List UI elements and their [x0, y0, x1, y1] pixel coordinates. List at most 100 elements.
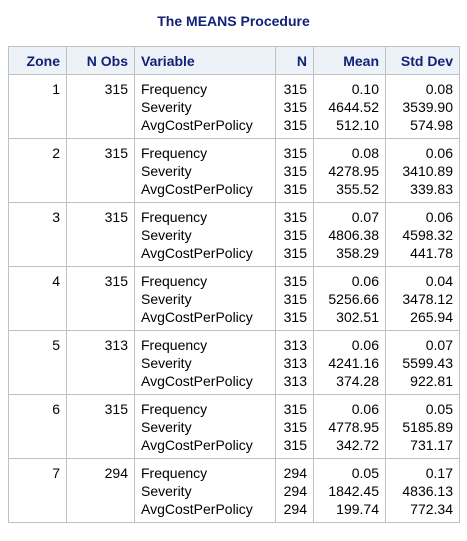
mean-cell-value: 0.08: [351, 145, 379, 161]
n-cell-value: 313: [283, 373, 307, 389]
n-cell: 315 315 315: [275, 266, 314, 331]
mean-cell-value: 0.06: [351, 337, 379, 353]
nobs-cell: 315: [66, 202, 135, 267]
stddev-cell: 0.08 3539.90 574.98: [385, 74, 460, 139]
variable-cell: Frequency Severity AvgCostPerPolicy: [134, 266, 276, 331]
column-header-variable: Variable: [134, 46, 276, 75]
stddev-cell-value: 3539.90: [402, 99, 453, 115]
variable-cell-value: Frequency: [141, 337, 208, 353]
table-row: 5 313 Frequency Severity AvgCostPerPolicy 313…: [8, 330, 460, 395]
table-row: 2 315 Frequency Severity AvgCostPerPolicy 315…: [8, 138, 460, 203]
n-cell-value: 294: [283, 483, 307, 499]
stddev-cell-value: 339.83: [410, 181, 453, 197]
mean-cell-value: 0.05: [351, 465, 379, 481]
stddev-cell-value: 0.05: [425, 401, 453, 417]
stddev-cell: 0.05 5185.89 731.17: [385, 394, 460, 459]
stddev-cell: 0.17 4836.13 772.34: [385, 458, 460, 523]
stddev-cell-value: 265.94: [410, 309, 453, 325]
variable-cell-value: Frequency: [141, 273, 208, 289]
variable-cell-value: AvgCostPerPolicy: [141, 437, 253, 453]
variable-cell-value: Severity: [141, 163, 192, 179]
n-cell-value: 315: [283, 163, 307, 179]
n-cell-value: 315: [283, 227, 307, 243]
zone-cell: 3: [8, 202, 67, 267]
mean-cell: 0.06 4241.16 374.28: [313, 330, 386, 395]
mean-cell-value: 358.29: [336, 245, 379, 261]
n-cell-value: 315: [283, 99, 307, 115]
mean-cell: 0.06 5256.66 302.51: [313, 266, 386, 331]
n-cell: 313 313 313: [275, 330, 314, 395]
nobs-cell: 294: [66, 458, 135, 523]
mean-cell-value: 0.06: [351, 401, 379, 417]
mean-cell-value: 4241.16: [328, 355, 379, 371]
stddev-cell-value: 4836.13: [402, 483, 453, 499]
stddev-cell-value: 0.06: [425, 145, 453, 161]
n-cell: 315 315 315: [275, 202, 314, 267]
mean-cell-value: 0.10: [351, 81, 379, 97]
stddev-cell-value: 574.98: [410, 117, 453, 133]
mean-cell-value: 4278.95: [328, 163, 379, 179]
page-title: The MEANS Procedure: [157, 13, 310, 29]
means-table: Zone N Obs Variable N Mean Std Dev 1 315 F…: [8, 46, 460, 523]
nobs-cell: 315: [66, 138, 135, 203]
variable-cell: Frequency Severity AvgCostPerPolicy: [134, 330, 276, 395]
variable-cell-value: AvgCostPerPolicy: [141, 373, 253, 389]
nobs-cell: 315: [66, 394, 135, 459]
mean-cell-value: 4778.95: [328, 419, 379, 435]
stddev-cell-value: 922.81: [410, 373, 453, 389]
variable-cell-value: AvgCostPerPolicy: [141, 501, 253, 517]
variable-cell-value: Severity: [141, 419, 192, 435]
n-cell-value: 315: [283, 209, 307, 225]
mean-cell-value: 302.51: [336, 309, 379, 325]
stddev-cell-value: 5185.89: [402, 419, 453, 435]
variable-cell: Frequency Severity AvgCostPerPolicy: [134, 74, 276, 139]
variable-cell: Frequency Severity AvgCostPerPolicy: [134, 394, 276, 459]
n-cell-value: 315: [283, 81, 307, 97]
mean-cell-value: 374.28: [336, 373, 379, 389]
n-cell-value: 315: [283, 181, 307, 197]
stddev-cell-value: 0.04: [425, 273, 453, 289]
n-cell-value: 315: [283, 245, 307, 261]
n-cell-value: 313: [283, 355, 307, 371]
mean-cell-value: 355.52: [336, 181, 379, 197]
n-cell-value: 315: [283, 291, 307, 307]
n-cell-value: 315: [283, 419, 307, 435]
stddev-cell: 0.04 3478.12 265.94: [385, 266, 460, 331]
n-cell-value: 313: [283, 337, 307, 353]
column-header-stddev: Std Dev: [385, 46, 460, 75]
mean-cell-value: 5256.66: [328, 291, 379, 307]
zone-cell: 1: [8, 74, 67, 139]
zone-cell: 6: [8, 394, 67, 459]
stddev-cell-value: 5599.43: [402, 355, 453, 371]
stddev-cell-value: 772.34: [410, 501, 453, 517]
mean-cell-value: 1842.45: [328, 483, 379, 499]
stddev-cell-value: 0.07: [425, 337, 453, 353]
column-header-nobs: N Obs: [66, 46, 135, 75]
variable-cell-value: Frequency: [141, 401, 208, 417]
stddev-cell-value: 4598.32: [402, 227, 453, 243]
variable-cell: Frequency Severity AvgCostPerPolicy: [134, 458, 276, 523]
column-header-n: N: [275, 46, 314, 75]
stddev-cell: 0.07 5599.43 922.81: [385, 330, 460, 395]
stddev-cell-value: 0.06: [425, 209, 453, 225]
mean-cell-value: 0.06: [351, 273, 379, 289]
column-header-zone: Zone: [8, 46, 67, 75]
variable-cell-value: Severity: [141, 227, 192, 243]
variable-cell-value: AvgCostPerPolicy: [141, 181, 253, 197]
table-row: 6 315 Frequency Severity AvgCostPerPolicy 315…: [8, 394, 460, 459]
n-cell-value: 315: [283, 437, 307, 453]
stddev-cell-value: 0.08: [425, 81, 453, 97]
variable-cell: Frequency Severity AvgCostPerPolicy: [134, 138, 276, 203]
mean-cell-value: 342.72: [336, 437, 379, 453]
variable-cell-value: Severity: [141, 99, 192, 115]
variable-cell-value: Severity: [141, 355, 192, 371]
nobs-cell: 315: [66, 74, 135, 139]
mean-cell: 0.05 1842.45 199.74: [313, 458, 386, 523]
table-row: 3 315 Frequency Severity AvgCostPerPolicy 315…: [8, 202, 460, 267]
table-body: 1 315 Frequency Severity AvgCostPerPolicy 315…: [8, 74, 460, 523]
zone-cell: 4: [8, 266, 67, 331]
stddev-cell-value: 3478.12: [402, 291, 453, 307]
n-cell: 315 315 315: [275, 394, 314, 459]
variable-cell-value: AvgCostPerPolicy: [141, 309, 253, 325]
zone-cell: 2: [8, 138, 67, 203]
